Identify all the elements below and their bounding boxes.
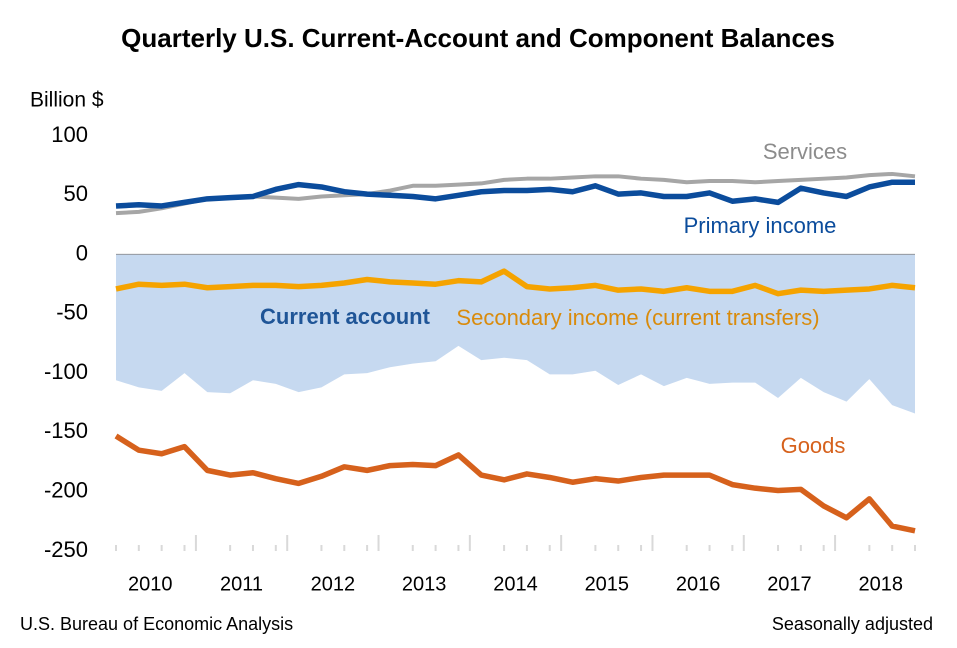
x-tick-label: 2011 <box>220 573 263 595</box>
y-axis-label: Billion $ <box>30 89 104 112</box>
x-tick-label: 2017 <box>767 573 812 595</box>
y-tick-label: -100 <box>44 359 88 384</box>
series-label: Goods <box>781 433 846 458</box>
x-tick-label: 2016 <box>676 573 721 595</box>
area <box>116 254 915 414</box>
y-tick-label: -250 <box>44 537 88 562</box>
series-label: Current account <box>260 304 431 329</box>
y-tick-label: 50 <box>64 181 88 206</box>
line <box>115 179 915 209</box>
x-tick-label: 2010 <box>128 573 173 595</box>
x-tick-label: 2014 <box>493 573 538 595</box>
x-tick-label: 2013 <box>402 573 447 595</box>
line <box>114 433 916 534</box>
note: Seasonally adjusted <box>772 614 933 634</box>
series-label: Services <box>763 139 847 164</box>
x-tick-label: 2015 <box>585 573 630 595</box>
y-tick-label: 0 <box>76 240 88 265</box>
line <box>115 268 916 297</box>
x-tick-label: 2018 <box>859 573 904 595</box>
y-tick-label: -200 <box>44 478 88 503</box>
y-tick-label: -150 <box>44 418 88 443</box>
series-label: Secondary income (current transfers) <box>456 305 819 330</box>
x-tick-label: 2012 <box>311 573 356 595</box>
series-label: Primary income <box>684 213 837 238</box>
y-tick-label: -50 <box>56 300 88 325</box>
source: U.S. Bureau of Economic Analysis <box>20 614 293 634</box>
y-tick-label: 100 <box>51 122 88 147</box>
chart-title: Quarterly U.S. Current-Account and Compo… <box>121 23 835 53</box>
